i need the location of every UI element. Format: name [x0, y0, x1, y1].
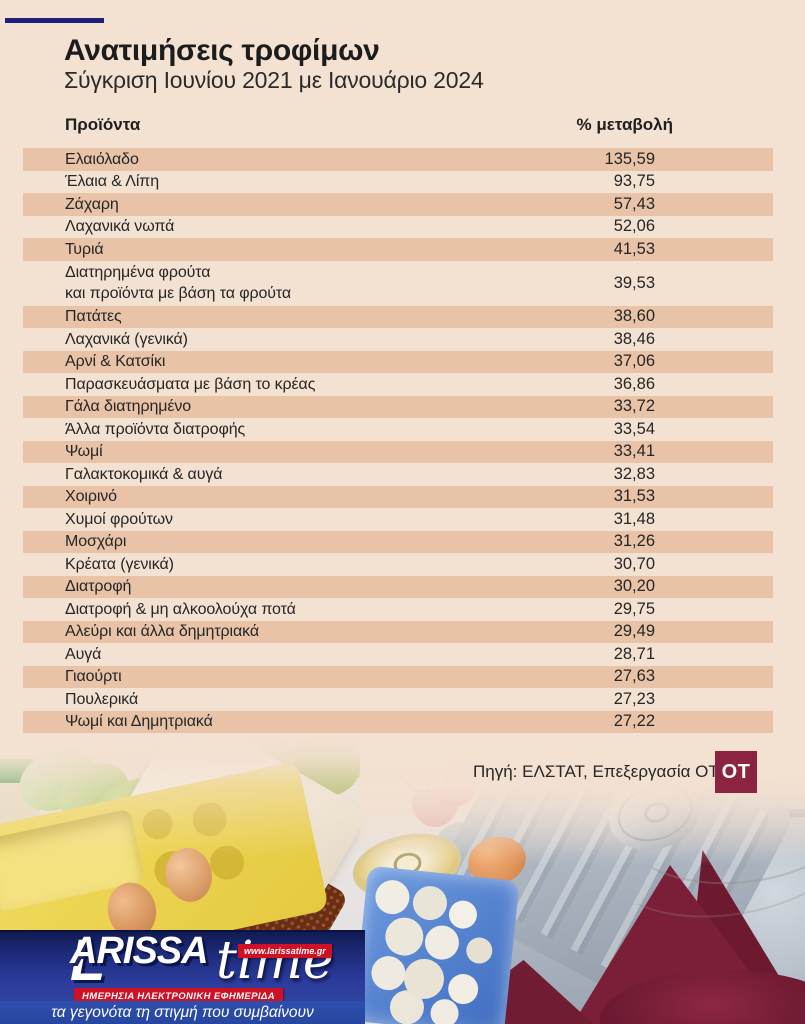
product-name: Διατροφή & μη αλκοολούχα ποτά	[65, 600, 296, 618]
salami-icon	[398, 735, 452, 793]
table-row: Μοσχάρι 31,26	[23, 530, 773, 553]
change-value: 27,63	[613, 667, 655, 686]
product-name: Διατροφή	[65, 578, 132, 596]
table-row: Γάλα διατηρημένο 33,72	[23, 395, 773, 418]
larissatime-banner: L ARISSA time www.larissatime.gr ΗΜΕΡΗΣΙΑ…	[0, 930, 365, 1024]
product-name: Έλαια & Λίπη	[65, 173, 160, 191]
product-name: Γάλα διατηρημένο	[65, 398, 192, 416]
change-value: 36,86	[613, 374, 655, 393]
product-name: Ψωμί και Δημητριακά	[65, 713, 213, 731]
accent-line	[5, 18, 104, 23]
mushroom-tray-icon	[352, 865, 520, 1024]
table-row: Αλεύρι και άλλα δημητριακά 29,49	[23, 620, 773, 643]
brand-slogan: τα γεγονότα τη στιγμή που συμβαίνουν	[0, 1001, 365, 1024]
page-subtitle: Σύγκριση Ιουνίου 2021 με Ιανουάριο 2024	[64, 67, 484, 93]
change-value: 33,54	[613, 419, 655, 438]
brand-rest: ARISSA	[70, 930, 209, 972]
table-header: Προϊόντα % μεταβολή	[23, 108, 773, 142]
mushrooms	[373, 878, 412, 916]
product-name: Ελαιόλαδο	[65, 150, 139, 168]
product-name: Διατηρημένα φρούτα και προϊόντα με βάση …	[65, 264, 292, 302]
change-value: 30,20	[613, 577, 655, 596]
table-row: Αυγά 28,71	[23, 643, 773, 666]
table-row: Αρνί & Κατσίκι 37,06	[23, 350, 773, 373]
change-value: 29,49	[613, 622, 655, 641]
table-row: Ψωμί και Δημητριακά 27,22	[23, 710, 773, 733]
change-value: 30,70	[613, 554, 655, 573]
brand-suffix: time	[216, 931, 334, 991]
carton-cups	[139, 806, 176, 843]
product-name: Λαχανικά νωπά	[65, 218, 175, 236]
table-row: Παρασκευάσματα με βάση το κρέας 36,86	[23, 373, 773, 396]
table-row: Διατροφή & μη αλκοολούχα ποτά 29,75	[23, 598, 773, 621]
ot-logo: ΟΤ	[715, 751, 757, 793]
product-name: Γιαούρτι	[65, 668, 122, 686]
table-row: Έλαια & Λίπη 93,75	[23, 171, 773, 194]
product-name: Αλεύρι και άλλα δημητριακά	[65, 623, 260, 641]
change-value: 33,72	[613, 397, 655, 416]
change-value: 135,59	[604, 149, 655, 168]
product-name: Αρνί & Κατσίκι	[65, 353, 166, 371]
table-row: Κρέατα (γενικά) 30,70	[23, 553, 773, 576]
brand-url: www.larissatime.gr	[238, 944, 332, 958]
table-row: Ψωμί 33,41	[23, 440, 773, 463]
product-name: Μοσχάρι	[65, 533, 127, 551]
product-name: Παρασκευάσματα με βάση το κρέας	[65, 375, 316, 393]
product-name: Άλλα προϊόντα διατροφής	[65, 420, 246, 438]
source-label: Πηγή: ΕΛΣΤΑΤ, Επεξεργασία ΟΤ	[473, 762, 719, 781]
table-rows: Ελαιόλαδο 135,59 Έλαια & Λίπη 93,75 Ζάχαρη 57…	[23, 148, 773, 733]
table-row: Χοιρινό 31,53	[23, 485, 773, 508]
table-row: Γαλακτοκομικά & αυγά 32,83	[23, 463, 773, 486]
change-value: 41,53	[613, 239, 655, 258]
product-name: Λαχανικά (γενικά)	[65, 330, 188, 348]
column-header-change: % μεταβολή	[576, 115, 673, 134]
change-value: 37,06	[613, 352, 655, 371]
table-row: Γιαούρτι 27,63	[23, 665, 773, 688]
product-name: Πουλερικά	[65, 690, 139, 708]
change-value: 28,71	[613, 644, 655, 663]
change-value: 31,53	[613, 487, 655, 506]
change-value: 38,46	[613, 329, 655, 348]
table-row: Διατηρημένα φρούτα και προϊόντα με βάση …	[23, 261, 773, 306]
table-row: Ελαιόλαδο 135,59	[23, 148, 773, 171]
change-value: 31,26	[613, 532, 655, 551]
table-row: Ζάχαρη 57,43	[23, 193, 773, 216]
change-value: 29,75	[613, 599, 655, 618]
change-value: 27,22	[613, 712, 655, 731]
column-header-product: Προϊόντα	[65, 115, 141, 134]
table-row: Πατάτες 38,60	[23, 305, 773, 328]
change-value: 39,53	[613, 273, 655, 292]
product-name: Πατάτες	[65, 308, 122, 326]
change-value: 27,23	[613, 689, 655, 708]
product-name: Ψωμί	[65, 443, 103, 461]
product-name: Ζάχαρη	[65, 195, 119, 213]
table-row: Λαχανικά (γενικά) 38,46	[23, 328, 773, 351]
change-value: 32,83	[613, 464, 655, 483]
table-row: Τυριά 41,53	[23, 238, 773, 261]
table-row: Χυμοί φρούτων 31,48	[23, 508, 773, 531]
change-value: 33,41	[613, 442, 655, 461]
change-value: 52,06	[613, 217, 655, 236]
change-value: 93,75	[613, 172, 655, 191]
table-row: Λαχανικά νωπά 52,06	[23, 216, 773, 239]
product-name: Τυριά	[65, 240, 104, 258]
table-row: Πουλερικά 27,23	[23, 688, 773, 711]
product-name: Κρέατα (γενικά)	[65, 555, 174, 573]
page-title: Ανατιμήσεις τροφίμων	[64, 34, 380, 67]
egg-icon	[160, 843, 217, 907]
product-name: Χυμοί φρούτων	[65, 510, 173, 528]
change-value: 31,48	[613, 509, 655, 528]
change-value: 38,60	[613, 307, 655, 326]
change-value: 57,43	[613, 194, 655, 213]
table-row: Άλλα προϊόντα διατροφής 33,54	[23, 418, 773, 441]
product-name: Αυγά	[65, 645, 102, 663]
table-row: Διατροφή 30,20	[23, 575, 773, 598]
product-name: Χοιρινό	[65, 488, 117, 506]
product-name: Γαλακτοκομικά & αυγά	[65, 465, 223, 483]
